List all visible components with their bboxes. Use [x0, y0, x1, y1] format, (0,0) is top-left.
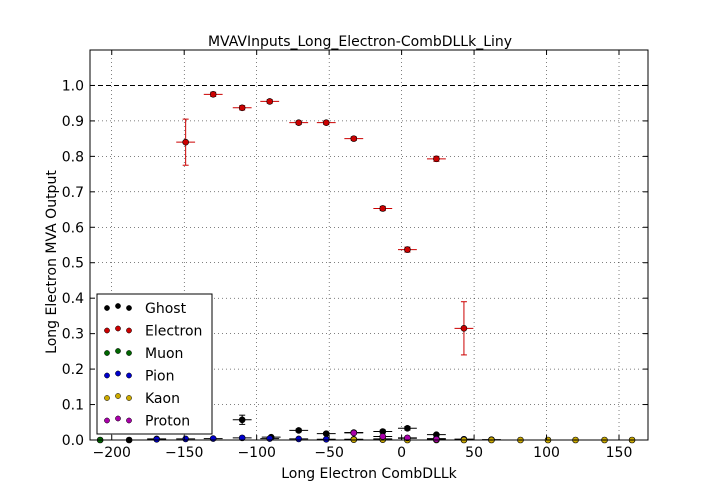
legend-marker-proton — [115, 415, 121, 422]
proton-point — [404, 434, 411, 442]
x-tick-label: −100 — [237, 445, 275, 461]
x-tick-label: 0 — [397, 445, 406, 461]
legend-label-proton: Proton — [145, 414, 190, 430]
y-tick-label: 0.5 — [62, 256, 84, 272]
axis-ticks — [90, 50, 648, 441]
y-tick-label: 0.7 — [62, 185, 84, 201]
x-tick-label: −200 — [93, 445, 131, 461]
plot-frame — [89, 49, 649, 441]
legend-marker-kaon — [126, 395, 132, 401]
pion-point — [153, 435, 160, 443]
x-tick-label: −50 — [314, 445, 344, 461]
pion-point — [238, 434, 246, 442]
y-tick-label: 0.1 — [62, 398, 84, 414]
legend-marker-muon — [115, 348, 121, 354]
legend-marker-proton — [104, 417, 110, 424]
electron-point — [209, 91, 217, 98]
axis-tick-labels: −200 −150 −100 −50 0 50 100 150 0.0 0.1 0.2 0.3 0.4 0… — [62, 78, 633, 461]
data-series — [90, 91, 642, 444]
legend-marker-kaon — [104, 395, 110, 401]
y-tick-label: 0.4 — [62, 291, 84, 307]
series-proton — [344, 429, 446, 443]
pion-point — [209, 435, 217, 442]
legend-marker-electron — [104, 327, 110, 334]
legend-marker-pion — [126, 372, 132, 379]
legend-marker-muon — [126, 350, 132, 356]
electron-point — [433, 155, 440, 163]
ghost-point — [295, 427, 303, 434]
proton-point — [433, 435, 440, 443]
pion-point — [295, 435, 303, 443]
y-axis-label: Long Electron MVA Output — [44, 170, 60, 354]
legend-label-electron: Electron — [145, 324, 202, 340]
legend-marker-ghost — [104, 305, 110, 311]
electron-point — [238, 104, 246, 112]
legend-label-kaon: Kaon — [145, 391, 180, 407]
legend-marker-pion — [115, 370, 121, 377]
y-tick-label: 0.3 — [62, 327, 84, 343]
legend-marker-electron — [115, 325, 121, 332]
series-pion — [147, 434, 474, 443]
x-tick-label: 150 — [606, 445, 633, 461]
y-tick-label: 0.6 — [62, 220, 84, 236]
legend-marker-electron — [126, 327, 132, 334]
electron-point — [182, 138, 189, 146]
electron-point — [266, 98, 274, 105]
legend-box — [96, 293, 213, 435]
ghost-point — [238, 416, 246, 424]
pion-point — [322, 435, 330, 443]
x-tick-label: 100 — [533, 445, 560, 461]
legend-label-muon: Muon — [145, 346, 183, 362]
chart-title: MVAVInputs_Long_Electron-CombDLLk_Liny — [208, 34, 512, 50]
pion-point — [182, 435, 189, 443]
electron-point — [350, 135, 358, 142]
x-tick-label: −150 — [165, 445, 203, 461]
y-tick-label: 0.8 — [62, 149, 84, 165]
y-tick-label: 0.9 — [62, 114, 84, 130]
proton-point — [379, 433, 387, 440]
x-axis-label: Long Electron CombDLLk — [281, 466, 457, 482]
legend-marker-ghost — [115, 303, 121, 309]
legend-marker-pion — [104, 372, 110, 379]
electron-point — [322, 119, 330, 126]
legend-marker-proton — [126, 417, 132, 424]
series-electron — [176, 91, 474, 356]
electron-point — [404, 246, 411, 253]
legend-marker-ghost — [126, 305, 132, 311]
ghost-point — [404, 424, 411, 432]
y-tick-label: 0.0 — [62, 433, 84, 449]
electron-point — [295, 119, 303, 126]
legend-label-ghost: Ghost — [145, 301, 187, 317]
legend: Ghost Electron Muon Pion Kaon Proton — [96, 293, 213, 435]
y-tick-label: 1.0 — [62, 78, 84, 94]
legend-label-pion: Pion — [145, 369, 174, 385]
x-tick-label: 50 — [465, 445, 483, 461]
ghost-point — [322, 430, 330, 437]
y-tick-label: 0.2 — [62, 362, 84, 378]
electron-point — [460, 325, 468, 332]
pion-point — [266, 435, 274, 442]
proton-point — [350, 429, 358, 437]
legend-marker-muon — [104, 350, 110, 356]
legend-marker-kaon — [115, 393, 121, 399]
electron-point — [379, 205, 387, 212]
